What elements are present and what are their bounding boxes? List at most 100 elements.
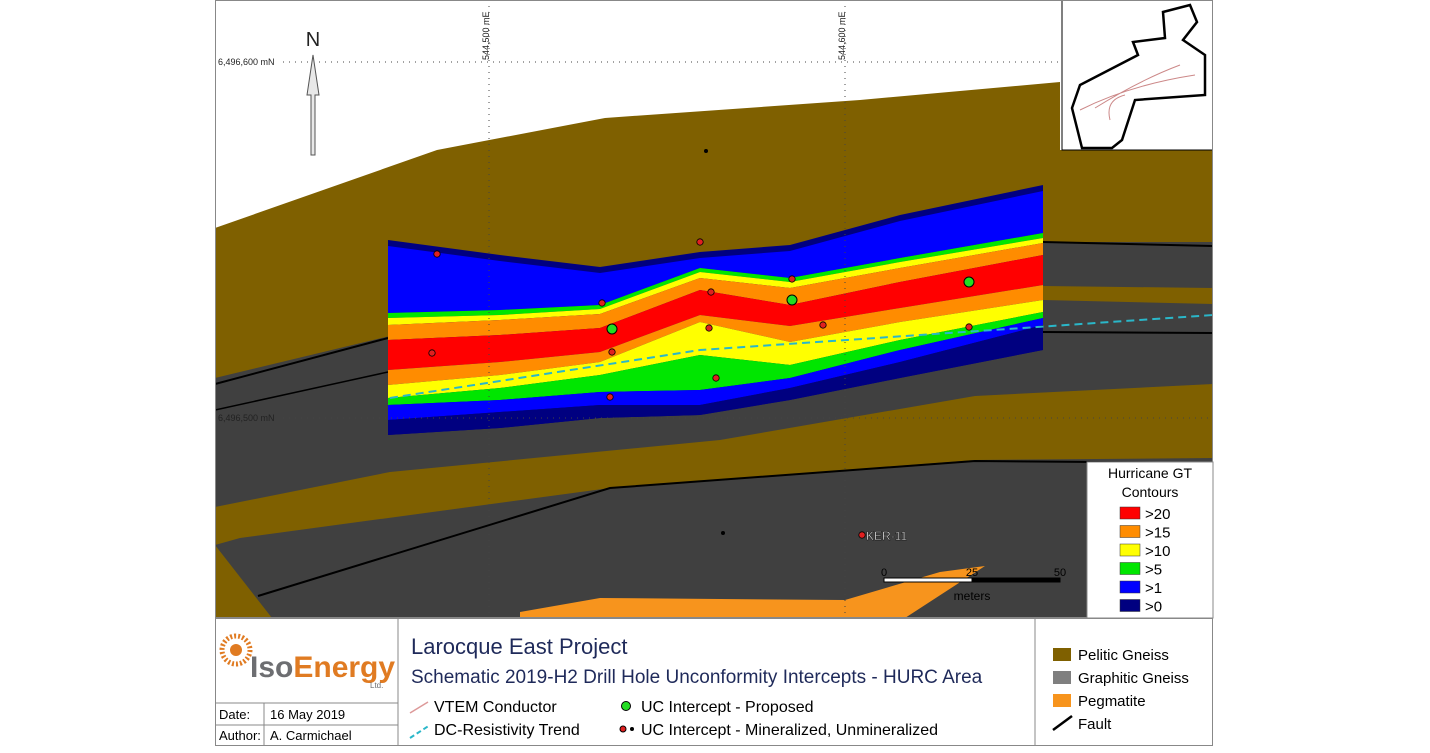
mineralized-hole (608, 348, 616, 356)
fault (215, 371, 389, 411)
proposed-hole (606, 323, 618, 335)
lithology-label: Graphitic Gneiss (1078, 670, 1189, 687)
contour-band (388, 255, 1043, 370)
fault (215, 337, 389, 385)
mineralized-hole (712, 374, 720, 382)
mineralized-hole (819, 321, 827, 329)
legend-label: >10 (1145, 543, 1170, 560)
legend-swatch (1119, 562, 1141, 575)
pegmatite (520, 566, 985, 618)
mineralized-hole (606, 393, 614, 401)
date-label: Date: (219, 707, 250, 722)
symbol-label: UC Intercept - Proposed (641, 699, 814, 716)
scale-label: 50 (1054, 567, 1066, 579)
logo-text: IsoEnergy (250, 651, 395, 684)
date: 16 May 2019 (270, 707, 345, 722)
lithology-label: Fault (1078, 716, 1112, 733)
symbol-label: UC Intercept - Mineralized, Unmineralize… (641, 722, 938, 739)
scale-label: 0 (881, 567, 887, 579)
dc-symbol (409, 724, 431, 739)
proposed-hole (963, 276, 975, 288)
contour-band (388, 325, 1043, 435)
legend-items: >20 >15>10 >5>1 >0 (1119, 506, 1170, 616)
proposed-hole (786, 294, 798, 306)
project-title: Larocque East Project (411, 634, 627, 659)
gt-contours (388, 185, 1043, 435)
mineralized-hole (705, 324, 713, 332)
logo-suffix: Ltd. (370, 681, 383, 690)
scale-bar (883, 577, 973, 583)
easting-label: 544,600 mE (837, 11, 847, 60)
legend-swatch (1119, 599, 1141, 612)
logo-mark (230, 644, 242, 656)
legend-swatch (1119, 543, 1141, 557)
mineralized-hole (598, 299, 606, 307)
mineralized-hole (428, 349, 436, 357)
fault (1042, 331, 1213, 334)
map-frame (215, 0, 1213, 618)
logo: IsoEnergy Ltd. (219, 633, 395, 690)
inset-conductors (1079, 64, 1196, 121)
contour-band (388, 238, 1043, 325)
map: 6,496,600 mN 6,496,500 mN 544,500 mE 544… (215, 0, 1213, 618)
legend-swatch (1119, 506, 1141, 520)
vtem-symbol (409, 701, 429, 714)
legend-label: >5 (1145, 562, 1162, 579)
swatch (1053, 648, 1071, 661)
author-label: Author: (219, 728, 261, 743)
mineralized-hole (788, 275, 796, 283)
project-subtitle: Schematic 2019-H2 Drill Hole Unconformit… (411, 667, 983, 688)
mineralized-hole (696, 238, 704, 246)
mineralized-symbol (619, 725, 627, 733)
contour-band (388, 312, 1043, 405)
fault (1042, 241, 1213, 247)
logo-text-part: Energy (293, 651, 395, 684)
unmineralized-hole (704, 149, 708, 153)
legend-title: Contours (1122, 484, 1179, 500)
mineralized-hole (858, 531, 866, 539)
mineralized-hole (707, 288, 715, 296)
unmineralized-symbol (630, 727, 634, 731)
north-arrow (306, 54, 320, 156)
mineralized-hole (433, 250, 441, 258)
drill-holes (428, 149, 975, 539)
hole-label: KER-11 (866, 529, 907, 543)
lithology-label: Pegmatite (1078, 693, 1146, 710)
legend-label: >1 (1145, 580, 1162, 597)
legend-label: >0 (1145, 599, 1162, 616)
swatch (1053, 694, 1071, 707)
title-block: IsoEnergy Ltd. Date: 16 May 2019 Author:… (215, 618, 1213, 746)
contour-band (388, 191, 1043, 313)
legend-title: Hurricane GT (1108, 465, 1192, 481)
gt-legend: Hurricane GT Contours >20 >15>10 >5>1 >0 (1086, 461, 1214, 619)
scale-bar (971, 577, 1061, 583)
dc-resistivity-trend (389, 314, 1213, 399)
title-frame (215, 618, 1213, 746)
symbol-label: VTEM Conductor (434, 699, 557, 716)
pelitic-gneiss-strip (1043, 286, 1213, 304)
north-label: N (306, 29, 320, 51)
legend-swatch (1119, 525, 1141, 538)
proposed-symbol (621, 701, 631, 711)
northing-label: 6,496,500 mN (218, 413, 275, 423)
contour-band (388, 318, 1043, 420)
lithology-label: Pelitic Gneiss (1078, 647, 1169, 664)
scale-label: 25 (966, 567, 978, 579)
swatch (1053, 671, 1071, 684)
symbol-label: DC-Resistivity Trend (434, 722, 580, 739)
legend-box (1086, 461, 1214, 619)
inset-map (1061, 0, 1213, 151)
inset-outline (1070, 3, 1207, 150)
logo-mark (219, 633, 253, 667)
contour-band (388, 285, 1043, 385)
scale-unit: meters (954, 589, 991, 603)
easting-label: 544,500 mE (481, 11, 491, 60)
legend-label: >20 (1145, 506, 1170, 523)
author: A. Carmichael (270, 728, 352, 743)
logo-text-part: Iso (250, 651, 293, 684)
legend-label: >15 (1145, 525, 1170, 542)
fault-symbol (1052, 714, 1073, 732)
mineralized-hole (965, 323, 973, 331)
legend-swatch (1119, 580, 1141, 594)
